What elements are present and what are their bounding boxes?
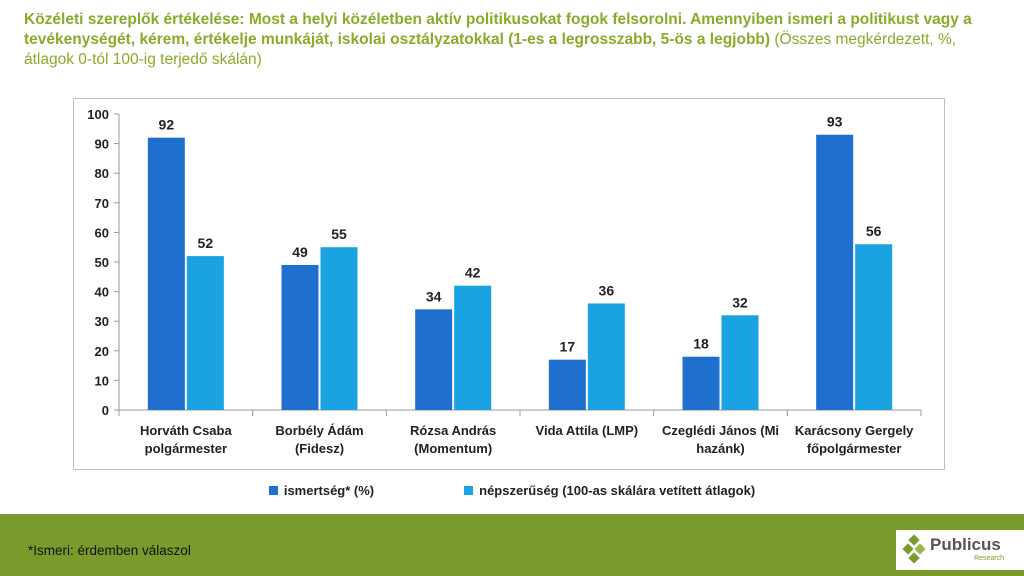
legend-label: népszerűség (100-as skálára vetített átl… [479,482,756,498]
chart-title: Közéleti szereplők értékelése: Most a he… [24,10,1004,70]
logo-subtext: Research [974,555,1004,562]
data-label: 52 [198,235,214,251]
data-label: 56 [866,223,882,239]
bar-ismertseg [816,134,854,410]
logo-text: Publicus [930,535,1001,554]
y-tick-label: 40 [95,285,109,300]
x-tick-label: (Momentum) [414,441,492,456]
bar-nepszeruseg [855,244,893,410]
y-tick-label: 90 [95,137,109,152]
bar-nepszeruseg [186,256,224,410]
legend-swatch [464,485,474,495]
y-tick-label: 10 [95,373,109,388]
legend-swatch [268,485,278,495]
y-tick-label: 60 [95,225,109,240]
x-tick-label: Karácsony Gergely [795,423,914,438]
chart-frame [73,98,945,470]
data-label: 36 [599,282,615,298]
bar-ismertseg [147,137,185,410]
chart-title-sub: (Összes megkérdezett, %, átlagok 0-tól 1… [24,31,957,68]
data-label: 18 [693,336,709,352]
x-tick-label: (Fidesz) [295,441,344,456]
footer-bar: *Ismeri: érdemben válaszol Publicus Rese… [0,514,1024,576]
bar-ismertseg [548,359,586,410]
bar-ismertseg [682,356,720,410]
footnote: *Ismeri: érdemben válaszol [28,543,191,558]
y-tick-label: 50 [95,255,109,270]
y-tick-label: 30 [95,314,109,329]
y-tick-label: 80 [95,166,109,181]
legend-entry: ismertség* (%) [268,478,375,502]
y-tick-label: 0 [102,403,109,418]
legend: ismertség* (%) népszerűség (100-as skálár… [0,478,1024,502]
publicus-logo: Publicus Research [896,530,1024,570]
data-label: 34 [426,288,442,304]
x-tick-label: Vida Attila (LMP) [536,423,639,438]
y-tick-label: 100 [87,107,109,122]
x-tick-label: polgármester [145,441,227,456]
y-tick-label: 70 [95,196,109,211]
data-label: 17 [560,339,576,355]
x-tick-label: főpolgármester [807,441,902,456]
bar-nepszeruseg [587,303,625,410]
bar-ismertseg [415,309,453,410]
x-tick-label: Czeglédi János (Mi [662,423,779,438]
chart-title-main: Közéleti szereplők értékelése: Most a he… [24,11,972,48]
legend-entry: népszerűség (100-as skálára vetített átl… [464,478,755,502]
data-label: 49 [292,244,308,260]
data-label: 93 [827,114,843,130]
bar-nepszeruseg [454,285,492,410]
legend-label: ismertség* (%) [283,482,375,498]
data-label: 92 [159,117,175,133]
bar-ismertseg [281,264,319,410]
bar-chart: 0 10 20 30 40 50 60 70 80 90 100 92 52 Horváth Csaba p… [87,107,922,456]
data-label: 42 [465,265,481,281]
data-label: 32 [732,294,748,310]
bar-nepszeruseg [320,247,358,410]
x-tick-label: Borbély Ádám [275,423,363,438]
x-tick-label: Horváth Csaba [140,423,233,438]
x-tick-label: Rózsa András [410,423,496,438]
data-label: 55 [331,226,347,242]
diamond-logo-icon [902,534,926,564]
x-tick-label: hazánk) [696,441,744,456]
y-tick-label: 20 [95,344,109,359]
bar-nepszeruseg [721,315,759,410]
